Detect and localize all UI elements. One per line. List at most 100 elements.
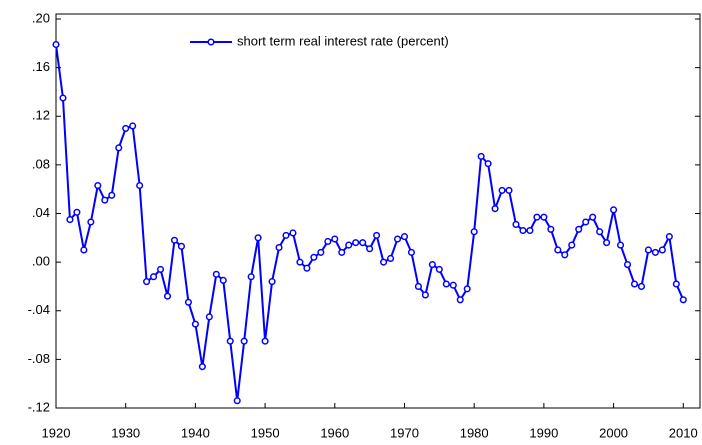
- x-tick-label: 2010: [669, 425, 698, 440]
- point: [108, 191, 116, 199]
- point: [637, 282, 646, 290]
- point: [630, 280, 639, 288]
- point: [414, 282, 422, 290]
- y-tick-label: .08: [32, 156, 50, 171]
- point: [407, 248, 416, 256]
- point: [338, 248, 346, 256]
- point: [400, 233, 409, 241]
- point: [191, 320, 199, 328]
- point: [603, 239, 611, 247]
- point: [150, 273, 158, 281]
- point: [421, 291, 429, 299]
- point: [233, 397, 241, 405]
- point: [101, 196, 109, 204]
- point: [296, 258, 304, 266]
- point: [380, 258, 388, 266]
- point: [331, 235, 339, 243]
- y-tick-label: .12: [32, 108, 50, 123]
- point: [136, 181, 144, 190]
- point: [205, 313, 213, 321]
- point: [428, 261, 436, 269]
- point: [261, 337, 269, 345]
- point: [610, 206, 618, 214]
- point: [240, 337, 248, 345]
- point: [184, 298, 192, 306]
- point: [115, 144, 123, 152]
- point: [519, 226, 527, 235]
- point: [366, 245, 374, 253]
- point: [247, 273, 255, 281]
- point: [73, 208, 81, 216]
- point: [87, 218, 95, 226]
- x-tick-label: 2000: [599, 425, 628, 440]
- point: [435, 265, 443, 273]
- point: [317, 248, 325, 256]
- point: [212, 270, 220, 278]
- point: [644, 246, 652, 254]
- x-tick-label: 1930: [111, 425, 140, 440]
- point: [324, 237, 332, 246]
- point: [533, 213, 541, 221]
- point: [568, 241, 576, 249]
- point: [122, 124, 130, 132]
- point: [289, 229, 297, 237]
- point: [526, 226, 534, 235]
- y-tick-label: .00: [32, 254, 50, 269]
- point: [143, 278, 151, 286]
- y-tick-label: .20: [32, 10, 50, 25]
- point: [547, 225, 555, 233]
- y-tick-label: .04: [32, 205, 50, 220]
- point: [498, 186, 506, 194]
- point: [651, 248, 659, 256]
- y-tick-label: -.12: [28, 399, 50, 414]
- point: [80, 246, 88, 254]
- point: [59, 94, 67, 102]
- point: [386, 254, 395, 263]
- point: [561, 251, 569, 259]
- x-tick-label: 1940: [181, 425, 210, 440]
- plot-frame: [55, 13, 701, 409]
- point: [623, 261, 632, 269]
- x-tick-label: 1970: [390, 425, 419, 440]
- point: [226, 337, 234, 345]
- x-tick-label: 1920: [42, 425, 71, 440]
- point: [665, 233, 673, 241]
- point: [491, 205, 499, 213]
- x-tick-label: 1990: [529, 425, 558, 440]
- point: [512, 220, 520, 228]
- point: [219, 276, 227, 284]
- y-tick-label: -.04: [28, 302, 50, 317]
- point: [589, 213, 597, 221]
- point: [352, 239, 360, 247]
- point: [282, 231, 290, 239]
- point: [470, 228, 478, 236]
- legend-marker: [207, 38, 215, 46]
- point: [52, 40, 60, 49]
- point: [177, 242, 186, 250]
- point: [359, 239, 367, 247]
- y-tick-label: -.08: [28, 351, 50, 366]
- point: [484, 160, 492, 168]
- y-tick-label: .16: [32, 59, 50, 74]
- point: [275, 243, 283, 252]
- point: [672, 280, 680, 288]
- point: [393, 235, 402, 243]
- x-tick-label: 1960: [320, 425, 349, 440]
- x-tick-label: 1980: [460, 425, 489, 440]
- point: [463, 285, 471, 293]
- point: [303, 264, 311, 272]
- point: [66, 216, 74, 224]
- point: [616, 241, 625, 249]
- point: [373, 231, 381, 239]
- point: [129, 122, 137, 130]
- point: [310, 253, 318, 261]
- point: [679, 296, 687, 304]
- point: [540, 213, 548, 221]
- point: [254, 234, 262, 242]
- point: [477, 152, 485, 160]
- x-tick-label: 1950: [251, 425, 280, 440]
- legend-label: short term real interest rate (percent): [237, 33, 449, 48]
- point: [345, 241, 353, 249]
- point: [94, 181, 102, 190]
